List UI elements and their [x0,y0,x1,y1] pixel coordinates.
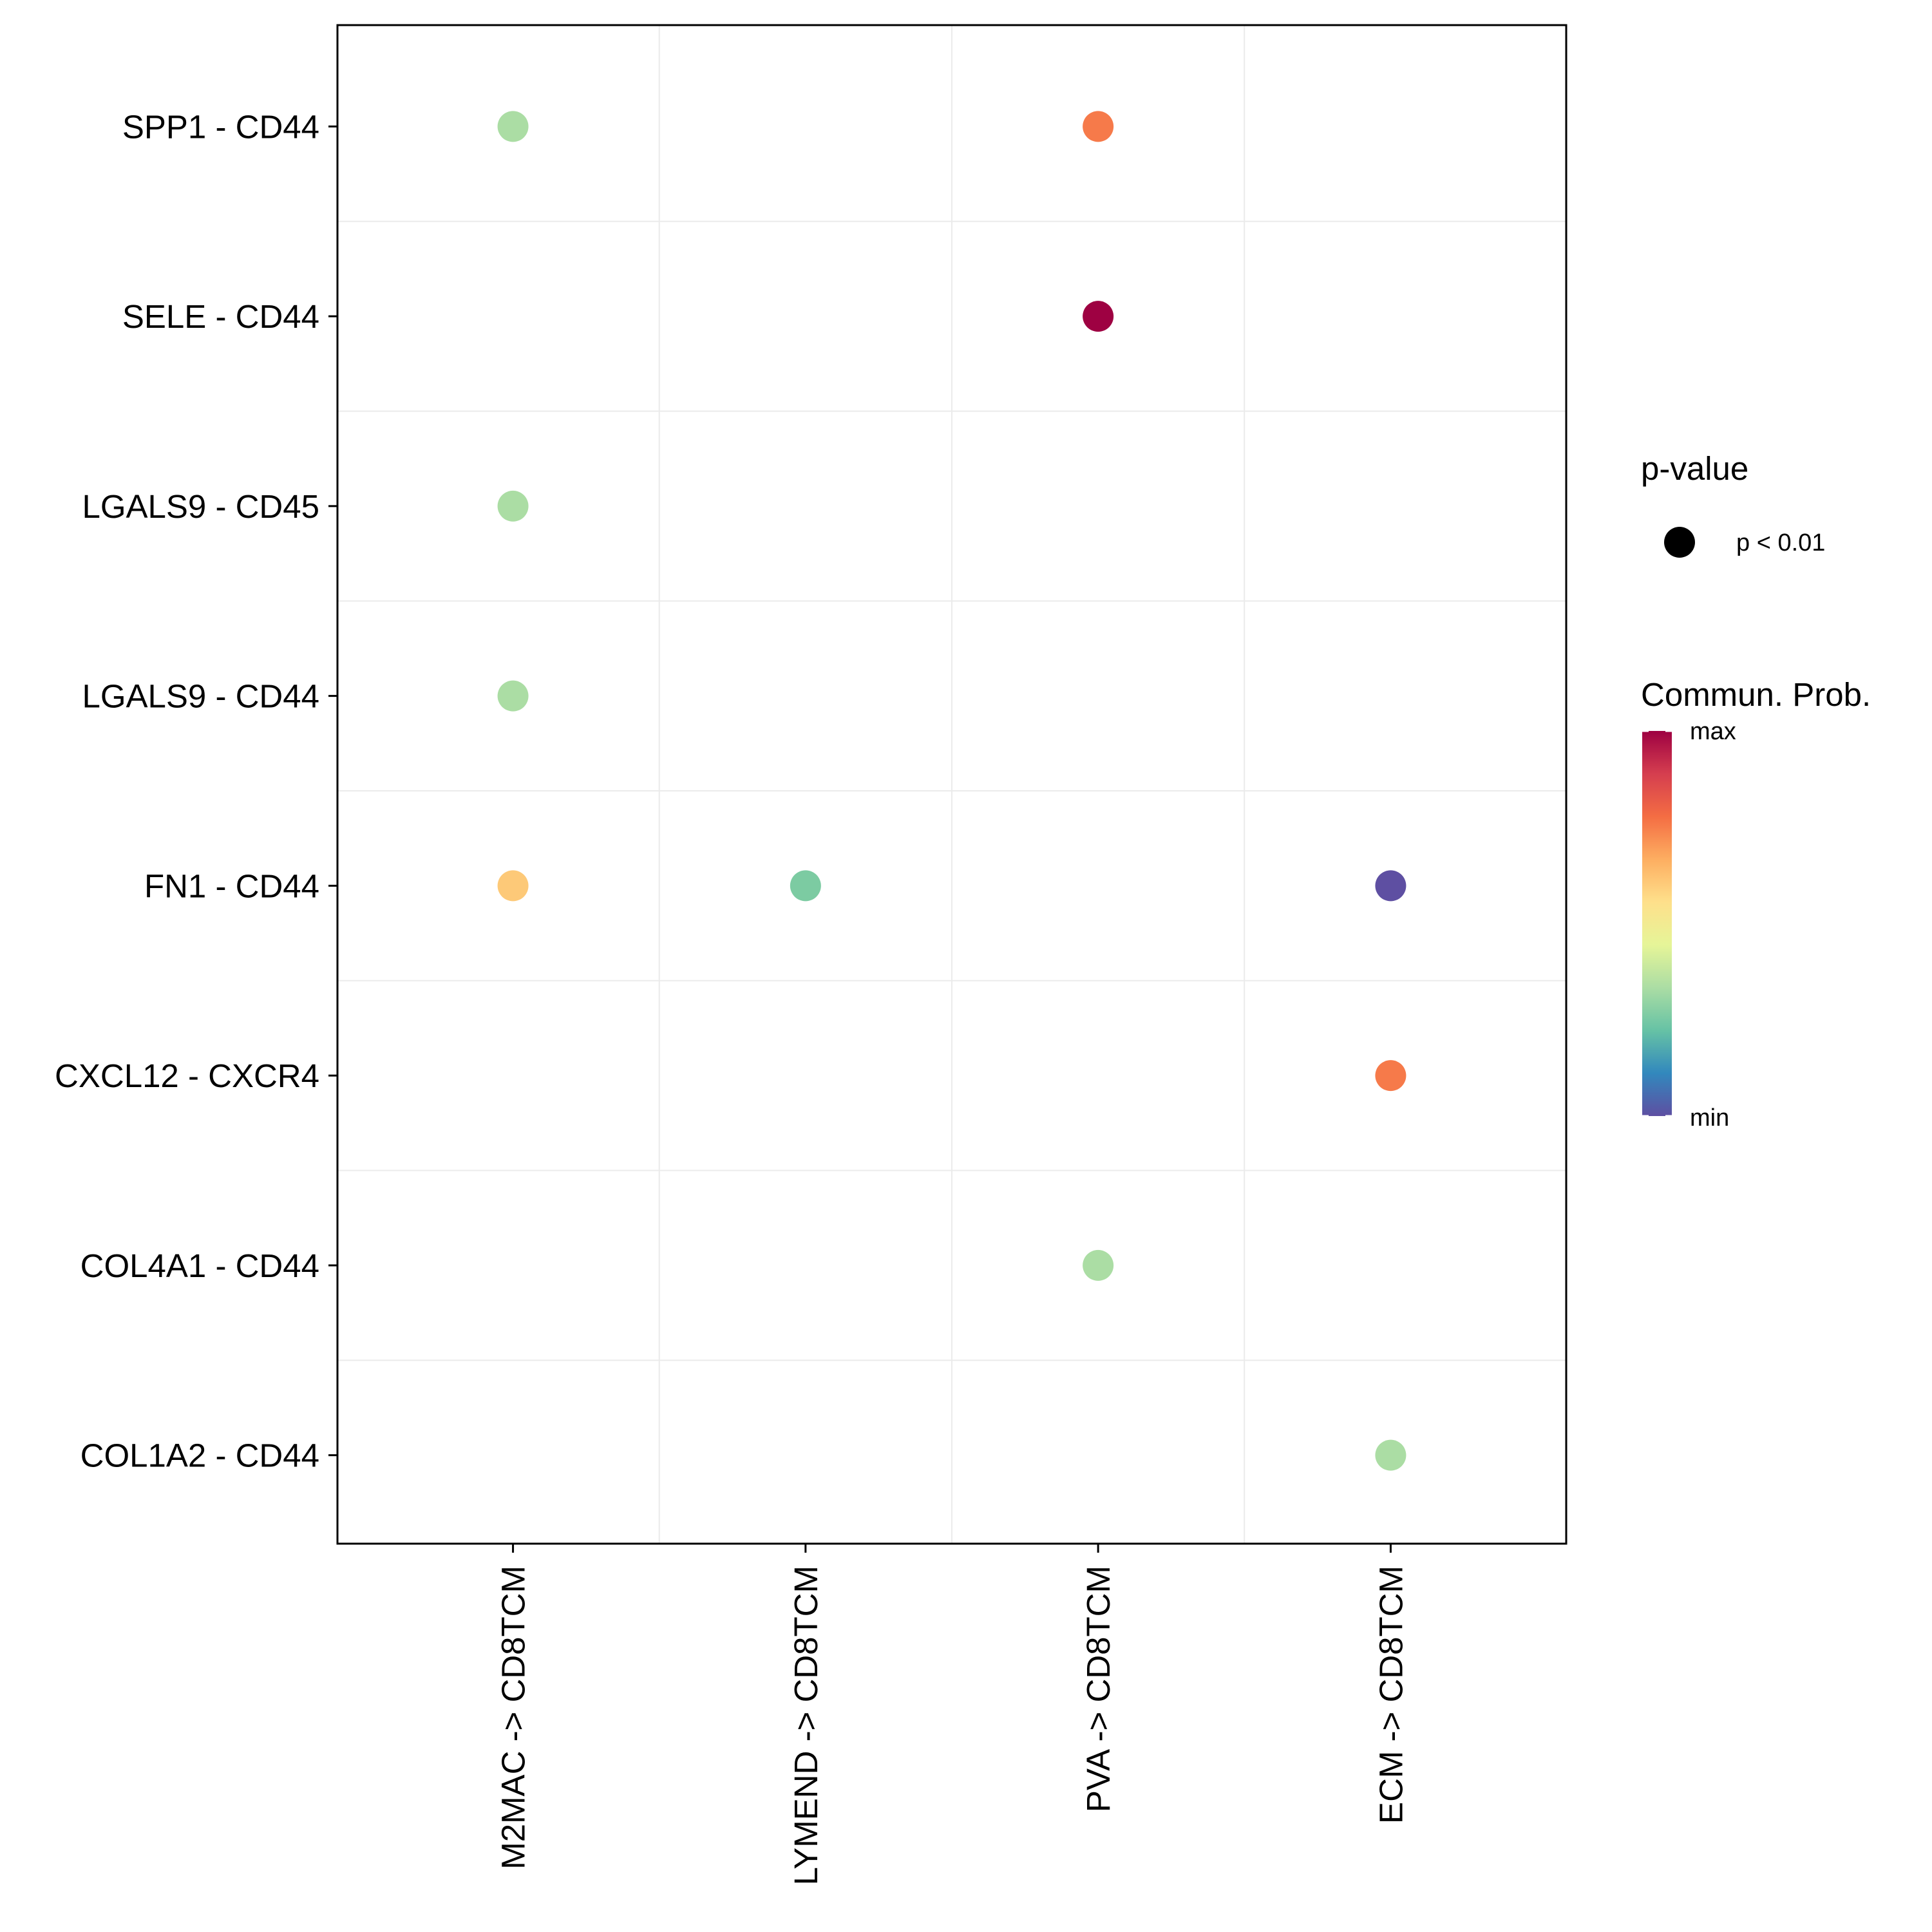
data-point [1083,111,1114,142]
data-point [497,870,529,902]
y-tick-label: COL1A2 - CD44 [80,1437,319,1474]
data-point [1083,1249,1114,1281]
y-axis: SPP1 - CD44 SELE - CD44 LGALS9 - CD45 LGALS… [55,108,337,1474]
y-tick-label: COL4A1 - CD44 [80,1247,319,1284]
y-tick-label: SELE - CD44 [122,298,319,335]
data-point [497,680,529,712]
data-point [1375,870,1406,902]
grid-lines [337,25,1566,1544]
data-points [497,111,1406,1471]
y-tick-label: LGALS9 - CD45 [82,488,319,525]
x-tick-label: LYMEND -> CD8TCM [788,1566,824,1885]
legend-size-dot [1664,527,1695,558]
plot-border [336,24,1567,1545]
y-tick-label: LGALS9 - CD44 [82,678,319,715]
y-tick-label: FN1 - CD44 [144,867,319,904]
x-tick-label: PVA -> CD8TCM [1080,1566,1117,1812]
x-axis: M2MAC -> CD8TCM LYMEND -> CD8TCM PVA -> CD… [495,1544,1409,1885]
legend-colorbar [1642,731,1672,1116]
legend-color-min-label: min [1690,1104,1729,1132]
legend-color-max-label: max [1690,718,1736,745]
x-tick-label: M2MAC -> CD8TCM [495,1566,532,1870]
data-point [790,870,821,902]
legend-color-title: Commun. Prob. [1641,676,1871,713]
data-point [1375,1439,1406,1471]
data-point [497,490,529,522]
legend-size-label: p < 0.01 [1736,529,1825,556]
data-point [497,111,529,142]
y-tick-label: SPP1 - CD44 [122,108,319,145]
x-tick-label: ECM -> CD8TCM [1372,1566,1409,1824]
data-point [1083,301,1114,332]
data-point [1375,1060,1406,1092]
legend: p-value p < 0.01 Commun. Prob. max min [1641,450,1871,1132]
y-tick-label: CXCL12 - CXCR4 [55,1057,319,1094]
legend-size-title: p-value [1641,450,1748,487]
